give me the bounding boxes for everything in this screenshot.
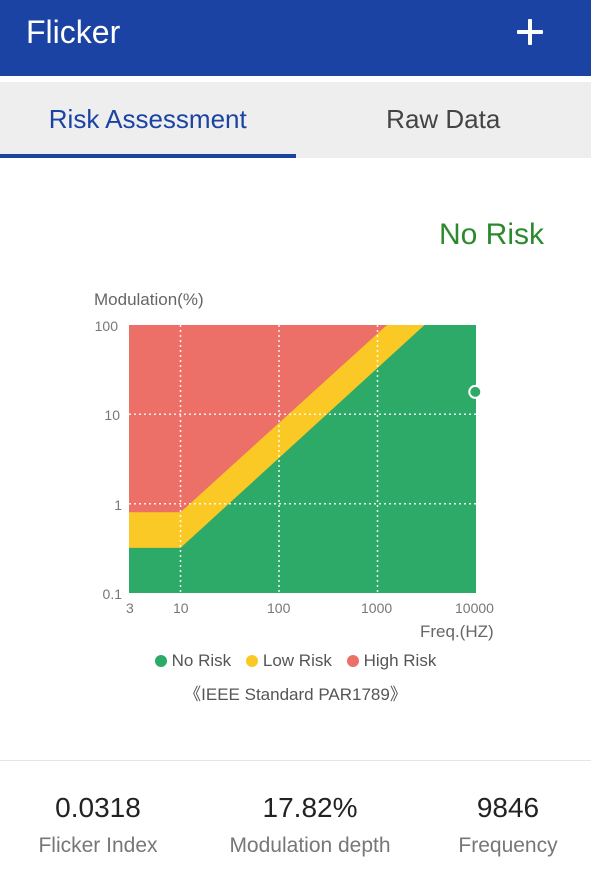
x-tick-label: 10000 bbox=[455, 600, 494, 616]
y-tick-label: 10 bbox=[80, 407, 120, 423]
risk-chart bbox=[129, 325, 476, 593]
legend-item-low-risk: Low Risk bbox=[246, 651, 332, 671]
x-tick-label: 3 bbox=[126, 600, 134, 616]
x-tick-label: 100 bbox=[267, 600, 290, 616]
legend-item-high-risk: High Risk bbox=[347, 651, 437, 671]
app-title: Flicker bbox=[26, 14, 120, 51]
legend-item-no-risk: No Risk bbox=[155, 651, 232, 671]
risk-status: No Risk bbox=[439, 218, 544, 252]
red-dot-icon bbox=[347, 655, 359, 667]
y-tick-label: 1 bbox=[82, 497, 122, 513]
standard-caption: 《IEEE Standard PAR1789》 bbox=[0, 680, 591, 705]
stat-modulation-depth: 17.82% Modulation depth bbox=[210, 792, 410, 858]
stat-flicker-index: 0.0318 Flicker Index bbox=[18, 792, 178, 858]
legend-label: No Risk bbox=[172, 651, 232, 670]
green-dot-icon bbox=[155, 655, 167, 667]
divider bbox=[0, 760, 591, 761]
legend-label: High Risk bbox=[364, 651, 437, 670]
legend-label: Low Risk bbox=[263, 651, 332, 670]
x-tick-label: 1000 bbox=[361, 600, 392, 616]
tab-risk-assessment[interactable]: Risk Assessment bbox=[0, 82, 296, 158]
plus-icon[interactable] bbox=[517, 19, 543, 45]
yellow-dot-icon bbox=[246, 655, 258, 667]
y-tick-label: 0.1 bbox=[82, 586, 122, 602]
stat-value: 9846 bbox=[433, 792, 583, 824]
stat-label: Frequency bbox=[433, 834, 583, 858]
x-tick-label: 10 bbox=[173, 600, 189, 616]
x-axis-label: Freq.(HZ) bbox=[420, 622, 494, 642]
tab-bar: Risk Assessment Raw Data bbox=[0, 82, 591, 158]
app-bar: Flicker bbox=[0, 0, 591, 76]
chart-legend: No Risk Low Risk High Risk bbox=[0, 651, 591, 671]
stat-value: 17.82% bbox=[210, 792, 410, 824]
stat-label: Modulation depth bbox=[210, 834, 410, 858]
stat-frequency: 9846 Frequency bbox=[433, 792, 583, 858]
stat-label: Flicker Index bbox=[18, 834, 178, 858]
y-tick-label: 100 bbox=[78, 318, 118, 334]
measurement-marker bbox=[469, 386, 481, 398]
stat-value: 0.0318 bbox=[18, 792, 178, 824]
tab-raw-data[interactable]: Raw Data bbox=[296, 82, 591, 158]
y-axis-label: Modulation(%) bbox=[94, 290, 204, 310]
